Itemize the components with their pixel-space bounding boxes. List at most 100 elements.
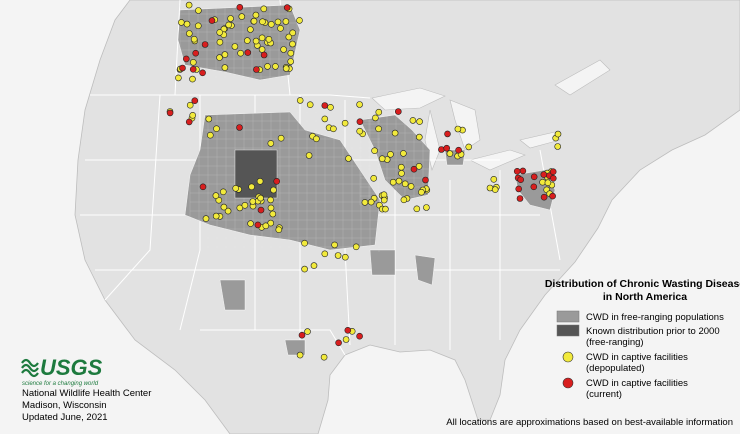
- facility-dot: [249, 198, 257, 205]
- facility-dot: [513, 168, 521, 175]
- facility-dot: [220, 203, 228, 211]
- facility-dot: [280, 46, 287, 53]
- facility-dot: [216, 29, 223, 36]
- facility-dot: [519, 167, 527, 175]
- facility-dot: [267, 204, 275, 212]
- facility-dot: [446, 150, 454, 157]
- legend-label: CWD in free-ranging populations: [586, 312, 724, 323]
- facility-dot: [382, 205, 389, 213]
- facility-dot: [202, 215, 210, 222]
- facility-dot: [277, 134, 285, 142]
- facility-dot: [517, 176, 525, 183]
- facility-dot: [192, 49, 199, 57]
- facility-dot: [375, 125, 382, 133]
- facility-dot: [257, 206, 265, 214]
- facility-dot: [252, 11, 260, 19]
- facility-dot: [221, 64, 229, 71]
- facility-dot: [225, 21, 232, 29]
- facility-dot: [378, 155, 386, 162]
- legend-label: (depopulated): [586, 363, 645, 374]
- facility-dot: [334, 252, 342, 259]
- facility-dot: [254, 221, 262, 229]
- legend-title: in North America: [603, 291, 687, 303]
- facility-dot: [253, 66, 260, 73]
- facility-dot: [179, 64, 186, 72]
- facility-dot: [397, 163, 405, 171]
- facility-dot: [341, 253, 349, 261]
- facility-dot: [258, 46, 266, 53]
- facility-dot: [544, 179, 552, 186]
- facility-dot: [304, 328, 311, 335]
- facility-dot: [212, 212, 220, 220]
- facility-dot: [260, 5, 268, 13]
- facility-dot: [554, 143, 562, 150]
- facility-dot: [257, 194, 264, 202]
- facility-dot: [342, 336, 350, 343]
- facility-dot: [444, 130, 451, 138]
- facility-dot: [301, 239, 308, 247]
- facility-dot: [207, 131, 214, 139]
- facility-dot: [454, 125, 462, 133]
- facility-dot: [175, 74, 182, 82]
- facility-dot: [372, 114, 379, 122]
- legend: Distribution of Chronic Wasting Disease …: [545, 278, 740, 400]
- facility-dot: [191, 97, 199, 104]
- legend-swatch: [556, 324, 580, 337]
- facility-dot: [422, 176, 429, 184]
- facility-dot: [554, 130, 562, 138]
- facility-dot: [267, 219, 275, 227]
- facility-dot: [282, 18, 290, 25]
- facility-dot: [231, 43, 239, 50]
- facility-dot: [301, 265, 308, 273]
- facility-dot: [244, 49, 252, 56]
- facility-dot: [418, 188, 425, 196]
- facility-dot: [491, 186, 499, 193]
- facility-dot: [189, 75, 196, 83]
- facility-dot: [370, 175, 378, 182]
- note: All locations are approximations based o…: [446, 417, 733, 428]
- facility-dot: [327, 104, 334, 111]
- facility-dot: [215, 196, 223, 204]
- facility-dot: [166, 109, 174, 117]
- credit-line: Updated June, 2021: [22, 412, 108, 423]
- legend-label: CWD in captive facilities: [586, 352, 688, 363]
- facility-dot: [244, 37, 251, 44]
- facility-dot: [264, 63, 271, 70]
- facility-dot: [296, 351, 304, 359]
- facility-dot: [289, 40, 296, 48]
- facility-dot: [380, 196, 388, 204]
- facility-dot: [330, 125, 337, 133]
- facility-dot: [205, 115, 213, 123]
- facility-dot: [344, 326, 352, 334]
- facility-dot: [395, 177, 403, 185]
- facility-dot: [269, 210, 277, 218]
- facility-dot: [335, 339, 342, 347]
- facility-dot: [186, 30, 193, 37]
- land: [74, 0, 740, 434]
- facility-dot: [282, 65, 290, 72]
- facility-dot: [361, 199, 369, 206]
- facility-dot: [400, 150, 407, 157]
- facility-dot: [236, 204, 244, 212]
- facility-dot: [183, 20, 191, 28]
- facility-dot: [443, 144, 451, 152]
- facility-dot: [490, 176, 498, 183]
- facility-dot: [394, 108, 402, 115]
- facility-dot: [387, 151, 394, 158]
- facility-dot: [213, 125, 220, 132]
- facility-dot: [296, 17, 303, 24]
- legend-swatch: [562, 351, 574, 363]
- legend-swatch: [556, 310, 580, 323]
- facility-dot: [298, 331, 306, 339]
- facility-dot: [310, 262, 318, 269]
- facility-dot: [236, 124, 243, 131]
- facility-dot: [352, 243, 360, 251]
- facility-dot: [267, 140, 275, 147]
- facility-dot: [549, 168, 557, 175]
- facility-dot: [241, 202, 249, 209]
- facility-dot: [345, 155, 352, 162]
- credit-line: Madison, Wisconsin: [22, 400, 106, 411]
- facility-dot: [313, 135, 320, 143]
- facility-dot: [232, 185, 239, 192]
